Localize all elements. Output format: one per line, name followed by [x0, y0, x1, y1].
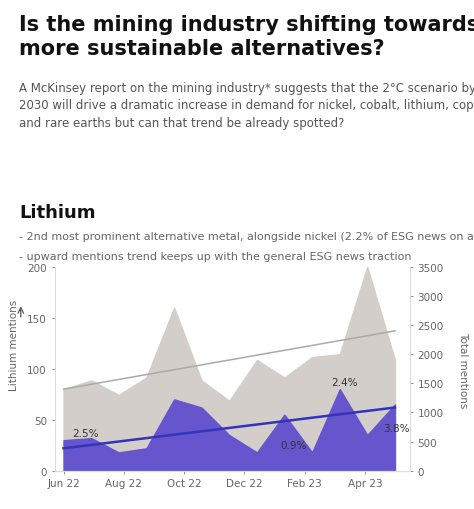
- Text: Lithium: Lithium: [19, 204, 95, 221]
- Text: 3.8%: 3.8%: [383, 423, 410, 433]
- Text: Lithium mentions: Lithium mentions: [9, 299, 18, 390]
- Text: - 2nd most prominent alternative metal, alongside nickel (2.2% of ESG news on av: - 2nd most prominent alternative metal, …: [19, 232, 474, 242]
- Text: A McKinsey report on the mining industry* suggests that the 2°C scenario by
2030: A McKinsey report on the mining industry…: [19, 81, 474, 129]
- Text: 0.9%: 0.9%: [281, 440, 307, 450]
- Text: 2.4%: 2.4%: [332, 377, 358, 387]
- Text: - upward mentions trend keeps up with the general ESG news traction: - upward mentions trend keeps up with th…: [19, 252, 411, 262]
- Text: Is the mining industry shifting towards
more sustainable alternatives?: Is the mining industry shifting towards …: [19, 15, 474, 59]
- Y-axis label: Total mentions: Total mentions: [458, 331, 468, 407]
- Text: 2.5%: 2.5%: [73, 428, 99, 438]
